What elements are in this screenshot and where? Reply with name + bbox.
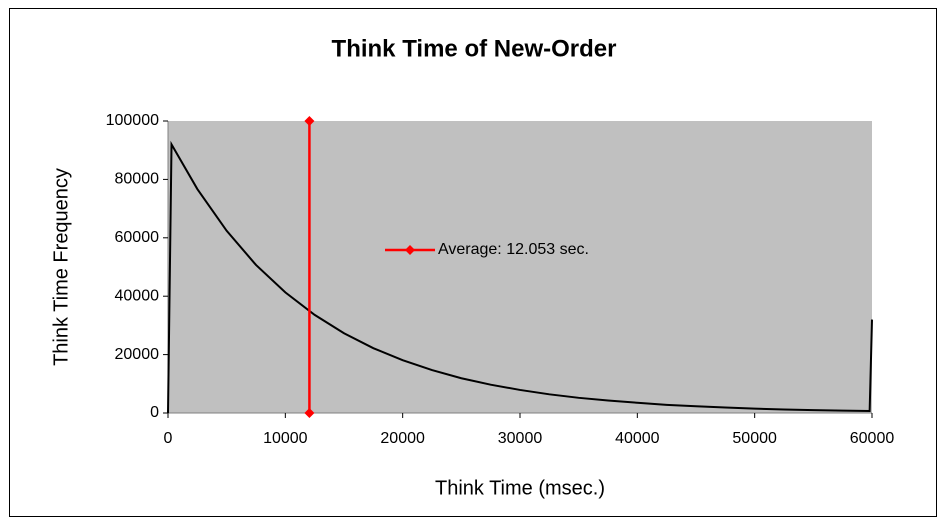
y-axis-label: Think Time Frequency (50, 168, 72, 366)
x-tick-label: 60000 (850, 430, 895, 447)
legend-label: Average: 12.053 sec. (438, 241, 589, 258)
chart-title: Think Time of New-Order (332, 35, 617, 62)
y-tick-label: 60000 (115, 229, 160, 246)
x-tick-label: 0 (164, 430, 173, 447)
y-tick-label: 100000 (106, 112, 159, 129)
legend-marker (405, 245, 415, 255)
y-tick-label: 80000 (115, 171, 160, 188)
x-tick-label: 10000 (263, 430, 308, 447)
x-tick-label: 40000 (615, 430, 660, 447)
series-line (167, 140, 873, 414)
x-tick-label: 20000 (380, 430, 425, 447)
y-tick-label: 40000 (115, 287, 160, 304)
point-marker (304, 116, 315, 126)
x-axis-label: Think Time (msec.) (435, 477, 605, 499)
plot-area (168, 121, 872, 413)
y-tick-label: 20000 (115, 346, 160, 363)
x-tick-label: 50000 (732, 430, 777, 447)
x-tick-label: 30000 (498, 430, 543, 447)
y-tick-label: 0 (150, 404, 159, 421)
point-marker (304, 408, 315, 418)
